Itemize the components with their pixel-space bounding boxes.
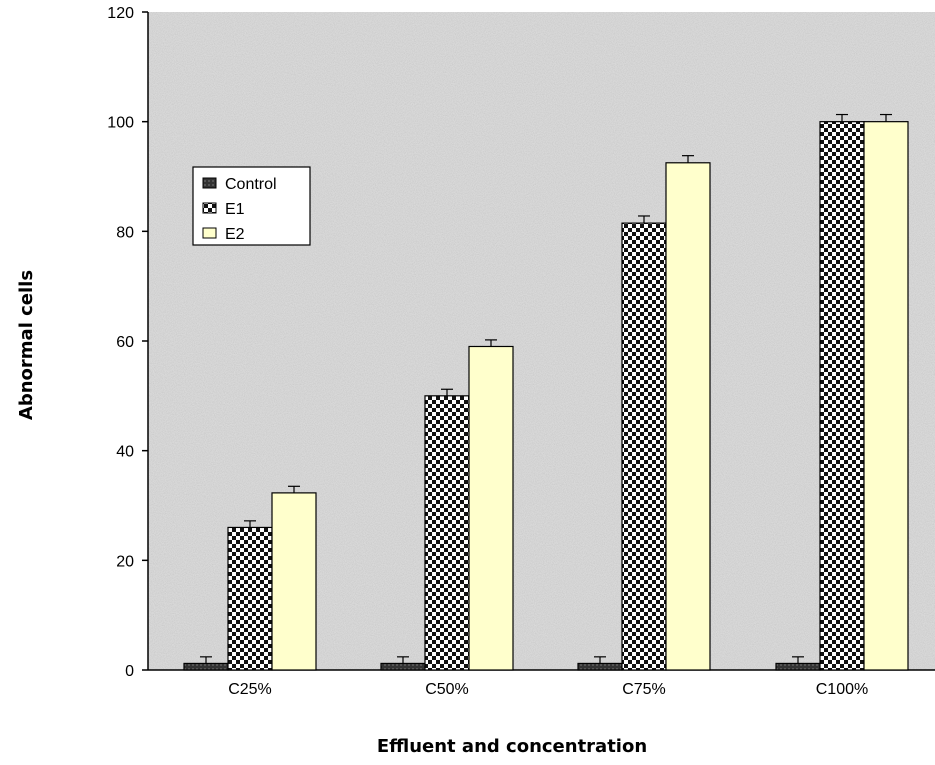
bar-e2 — [665, 162, 711, 671]
bar-e1 — [227, 526, 273, 671]
legend-label: E1 — [225, 201, 245, 218]
x-tick-label: C100% — [816, 681, 868, 698]
bars — [183, 113, 909, 671]
y-tick-label: 0 — [125, 663, 134, 680]
y-ticks: 0 20 40 60 80 100 120 — [107, 5, 148, 680]
x-tick-label: C75% — [622, 681, 666, 698]
y-tick-label: 40 — [116, 444, 134, 461]
bar-control — [183, 662, 229, 671]
bar-control — [577, 662, 623, 671]
y-tick-label: 100 — [107, 115, 134, 132]
legend: Control E1 E2 — [192, 166, 311, 246]
x-ticks: C25% C50% C75% C100% — [228, 681, 868, 698]
legend-swatch-e1 — [202, 202, 217, 214]
bar-e1 — [819, 121, 865, 671]
y-tick-label: 120 — [107, 5, 134, 22]
y-tick-label: 80 — [116, 224, 134, 241]
legend-label: E2 — [225, 226, 245, 243]
y-tick-label: 20 — [116, 553, 134, 570]
y-tick-label: 60 — [116, 334, 134, 351]
bar-e2 — [863, 121, 909, 671]
bar-e1 — [621, 222, 667, 671]
bar-control — [380, 662, 426, 671]
y-axis-title: Abnormal cells — [16, 270, 37, 420]
x-tick-label: C25% — [228, 681, 272, 698]
legend-label: Control — [225, 176, 277, 193]
legend-swatch-e2 — [202, 227, 217, 239]
bar-control — [775, 662, 821, 671]
legend-swatch-control — [202, 177, 217, 189]
bar-e2 — [468, 345, 514, 671]
bar-e1 — [424, 395, 470, 671]
bar-e2 — [271, 492, 317, 671]
x-tick-label: C50% — [425, 681, 469, 698]
x-axis-title: Effluent and concentration — [377, 736, 647, 757]
